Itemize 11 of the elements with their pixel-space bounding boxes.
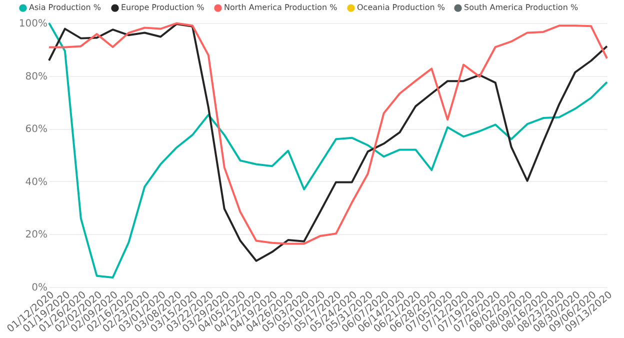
y-tick-label: 20%	[25, 230, 48, 241]
legend-label: Oceania Production %	[357, 3, 446, 12]
y-tick-label: 60%	[25, 124, 48, 136]
y-tick-label: 100%	[18, 18, 48, 30]
y-tick-label: 0%	[32, 282, 48, 294]
legend-label: North America Production %	[224, 3, 338, 12]
y-tick-label: 80%	[25, 71, 48, 82]
legend-label: Europe Production %	[121, 3, 205, 12]
y-tick-label: 40%	[25, 176, 48, 188]
legend-label: South America Production %	[464, 3, 578, 12]
legend-label: Asia Production %	[29, 3, 102, 12]
